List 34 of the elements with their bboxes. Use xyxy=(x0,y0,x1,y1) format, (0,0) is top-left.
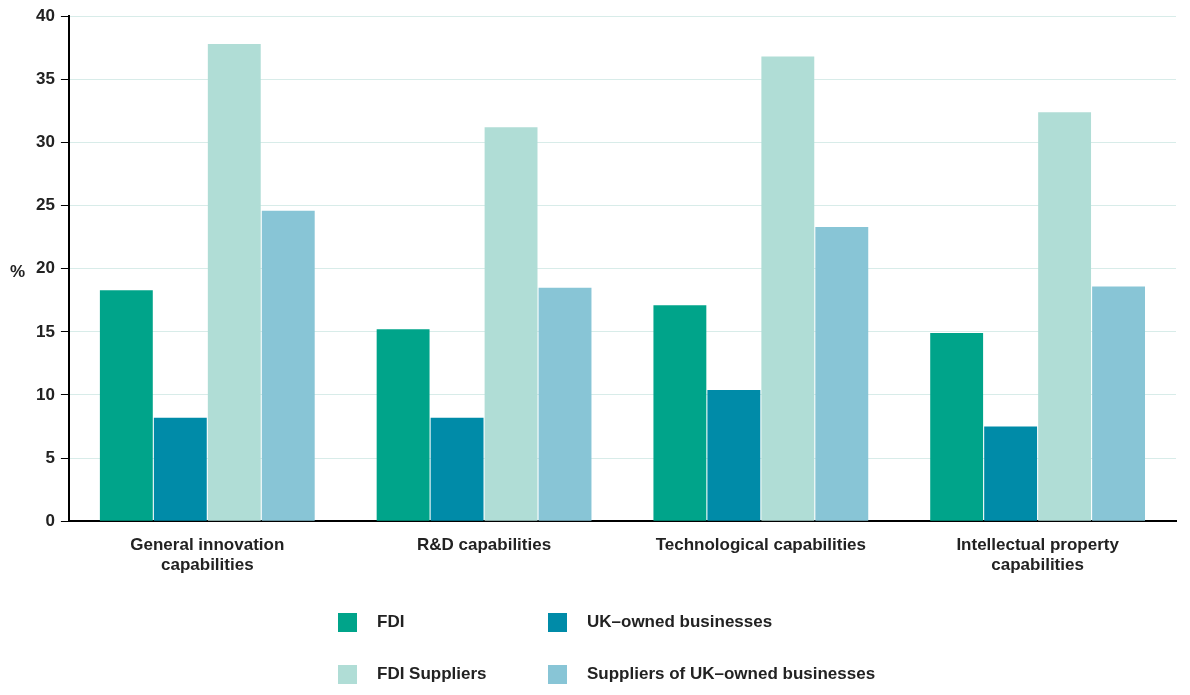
bar xyxy=(538,287,592,521)
legend-label: FDI Suppliers xyxy=(377,664,487,684)
y-axis-title: % xyxy=(10,262,26,282)
y-tick-label: 20 xyxy=(35,258,55,278)
bar xyxy=(1092,286,1146,521)
x-tick-label: General innovation capabilities xyxy=(130,535,285,575)
y-tick-label: 30 xyxy=(35,132,55,152)
y-tick-label: 35 xyxy=(35,69,55,89)
bar xyxy=(376,329,430,521)
x-tick-label: Intellectual property capabilities xyxy=(956,535,1120,575)
legend-label: FDI xyxy=(377,612,405,632)
y-tick-label: 0 xyxy=(45,510,55,530)
y-tick-label: 10 xyxy=(35,384,55,404)
bar xyxy=(930,333,984,521)
bar xyxy=(707,389,761,521)
bar xyxy=(815,227,869,521)
y-tick-label: 40 xyxy=(35,5,55,25)
bar xyxy=(761,56,815,521)
x-tick-label: R&D capabilities xyxy=(416,535,552,555)
x-tick-label: Technological capabilities xyxy=(655,535,867,555)
legend-label: UK–owned businesses xyxy=(587,612,773,632)
bar xyxy=(484,127,538,521)
bar xyxy=(207,43,261,521)
bar xyxy=(99,290,153,521)
bar xyxy=(984,426,1038,521)
y-tick-label: 5 xyxy=(45,447,55,467)
legend-label: Suppliers of UK–owned businesses xyxy=(587,664,876,684)
bar xyxy=(153,417,207,521)
bar xyxy=(653,305,707,521)
y-tick-label: 25 xyxy=(35,195,55,215)
bar xyxy=(1038,112,1092,521)
y-tick-label: 15 xyxy=(35,321,55,341)
bar xyxy=(430,417,484,521)
bar xyxy=(261,210,315,521)
